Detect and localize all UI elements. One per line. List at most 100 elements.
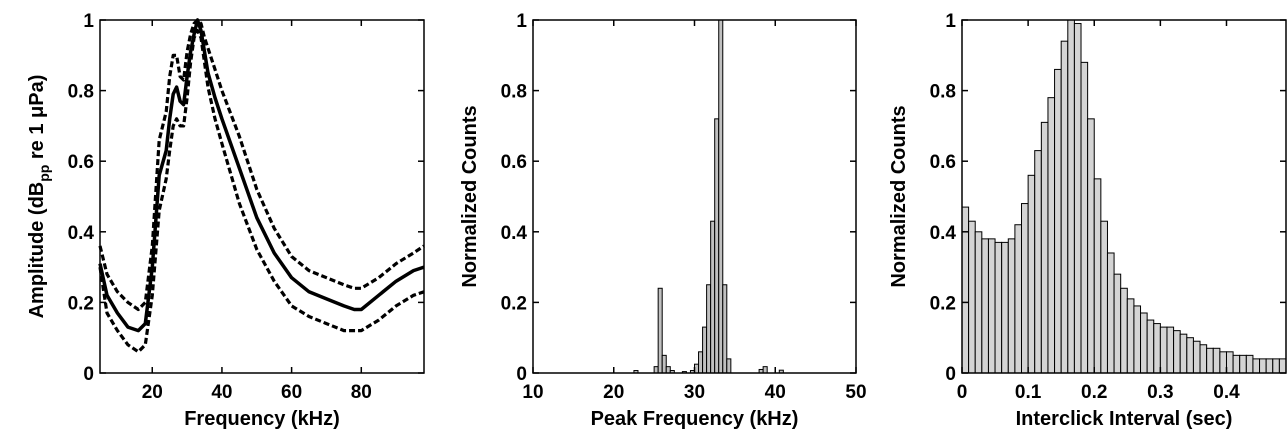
histogram-bar — [1060, 40, 1069, 374]
y-tick-label: 0 — [945, 364, 956, 385]
histogram-bar — [1100, 220, 1108, 374]
x-tick-label: 20 — [142, 382, 163, 403]
x-tick-label: 0.2 — [1081, 382, 1107, 403]
peak-frequency-histogram-panel: 0 0.2 0.4 0.6 0.8 1 10 20 30 40 50 Peak Frequency (… — [459, 11, 867, 430]
y-tick-label: 0.6 — [930, 152, 956, 173]
histogram-bar — [1166, 326, 1175, 374]
histogram-bar — [1239, 354, 1247, 374]
histogram-bar — [1073, 23, 1082, 374]
histogram-bar — [1245, 354, 1254, 374]
y-tick-label: 0.4 — [930, 223, 957, 244]
y-axis-label: Amplitude (dBpp re 1 μPa) — [26, 75, 52, 319]
x-tick-label: 0 — [957, 382, 968, 403]
amplitude-spectrum-panel: 0 0.2 0.4 0.6 0.8 1 20 40 60 80 Frequency (kHz) Amp… — [26, 11, 425, 430]
y-axis-label: Normalized Counts — [459, 105, 481, 287]
y-tick-label: 0.8 — [68, 82, 94, 103]
y-tick-label: 0.8 — [501, 82, 527, 103]
y-tick-label: 0.4 — [68, 223, 95, 244]
histogram-bar — [706, 284, 712, 374]
histogram-bar — [1001, 241, 1009, 374]
histogram-bar — [1278, 358, 1287, 374]
y-tick-label: 0.2 — [501, 293, 527, 314]
y-tick-label: 0.6 — [68, 152, 94, 173]
histogram-bar — [702, 326, 708, 374]
y-tick-label: 0.2 — [68, 293, 94, 314]
histogram-bar — [1087, 118, 1095, 374]
y-tick-label: 1 — [945, 11, 956, 32]
y-tick-label: 1 — [516, 11, 527, 32]
histogram-bar — [1259, 358, 1267, 374]
histogram-bar — [1021, 203, 1029, 374]
histogram-bar — [665, 366, 671, 374]
histogram-bar — [653, 366, 659, 374]
histogram-bar — [1027, 174, 1036, 374]
histogram-bar — [714, 118, 720, 374]
histogram-bar — [698, 351, 704, 374]
histogram-bar — [718, 19, 724, 374]
histogram-bar — [974, 231, 983, 374]
histogram-bar — [1113, 273, 1122, 374]
histogram-bar — [1272, 358, 1280, 374]
histogram-bar — [981, 238, 989, 374]
x-tick-label: 80 — [351, 382, 372, 403]
plot-area — [533, 20, 856, 373]
histogram-bar — [1199, 344, 1208, 374]
histogram-bar — [1192, 340, 1201, 374]
histogram-bar — [1120, 287, 1128, 374]
histogram-bar — [762, 366, 768, 374]
y-tick-label: 0.4 — [501, 223, 528, 244]
x-axis-label: Peak Frequency (kHz) — [591, 408, 799, 430]
histogram-bar — [1093, 178, 1102, 374]
histogram-bar — [1179, 333, 1188, 374]
x-axis-label: Interclick Interval (sec) — [1016, 408, 1233, 430]
histogram-bar — [1034, 150, 1042, 374]
histogram-bar — [1212, 347, 1221, 374]
histogram-bar — [1159, 326, 1168, 374]
histogram-bar — [1140, 312, 1148, 374]
y-axis-label-part: re 1 μPa) — [26, 75, 48, 165]
y-tick-label: 0 — [516, 364, 527, 385]
histogram-bar — [1080, 61, 1089, 374]
axes-box — [99, 19, 425, 374]
histogram-bar — [1047, 97, 1056, 374]
histogram-bar — [657, 287, 663, 374]
y-axis-label-subscript: pp — [36, 165, 52, 182]
histogram-bar — [710, 220, 716, 374]
x-tick-label: 0.3 — [1147, 382, 1173, 403]
y-axis-label-part: Amplitude (dB — [26, 182, 48, 319]
histogram-bar — [1173, 330, 1181, 374]
x-tick-label: 0.1 — [1015, 382, 1042, 403]
interclick-interval-histogram-panel: 0 0.2 0.4 0.6 0.8 1 0 0.1 0.2 0.3 0.4 Interclick In… — [888, 11, 1287, 430]
histogram-bar — [1252, 358, 1261, 374]
x-tick-label: 50 — [845, 382, 866, 403]
histogram-bar — [1126, 298, 1135, 374]
y-tick-label: 0 — [83, 364, 94, 385]
histogram-bar — [1206, 347, 1214, 374]
x-tick-label: 40 — [211, 382, 232, 403]
axes-box — [961, 19, 1287, 374]
histogram-bar — [994, 241, 1003, 374]
histogram-bar — [1225, 351, 1234, 374]
bound-amplitude-line — [98, 29, 425, 354]
histogram-bar — [968, 220, 976, 374]
x-tick-label: 30 — [684, 382, 705, 403]
histogram-bar — [1040, 121, 1049, 374]
x-tick-label: 20 — [603, 382, 624, 403]
y-axis-label: Normalized Counts — [888, 105, 910, 287]
histogram-bar — [1106, 252, 1115, 374]
histogram-bar — [1007, 238, 1016, 374]
histogram-bar — [987, 238, 996, 374]
histogram-bar — [661, 354, 667, 374]
histogram-bar — [1219, 351, 1227, 374]
x-tick-label: 0.4 — [1213, 382, 1240, 403]
y-tick-label: 1 — [83, 11, 94, 32]
histogram-bar — [722, 284, 728, 374]
histogram-bar — [1153, 323, 1161, 374]
histogram-bar — [1054, 68, 1062, 374]
histogram-bar — [1186, 337, 1194, 374]
histogram-bar — [1133, 305, 1142, 374]
histogram-bar — [1146, 319, 1155, 374]
x-axis-label: Frequency (kHz) — [184, 408, 340, 430]
x-tick-label: 10 — [522, 382, 543, 403]
